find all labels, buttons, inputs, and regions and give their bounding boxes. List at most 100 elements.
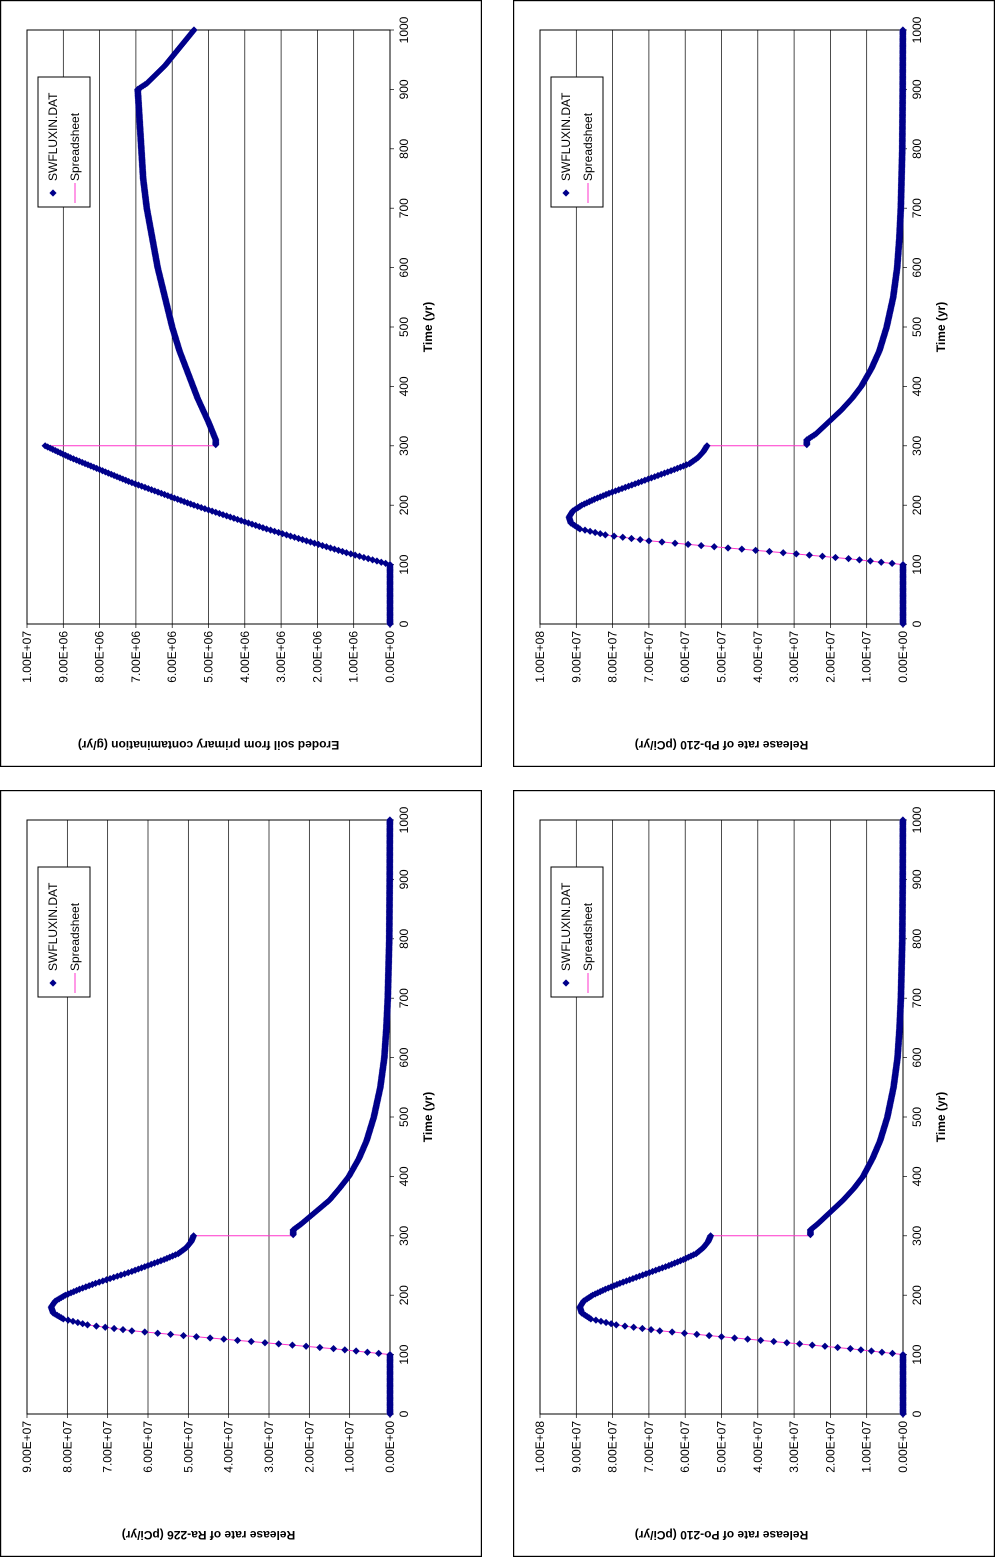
y-tick-label: 2.00E+07 bbox=[823, 1421, 837, 1473]
data-point bbox=[795, 1340, 804, 1348]
data-point bbox=[72, 456, 80, 464]
legend bbox=[37, 866, 91, 998]
y-tick-label: 1.00E+07 bbox=[860, 1421, 874, 1473]
data-point bbox=[578, 501, 586, 509]
legend-label-swfluxin: SWFLUXIN.DAT bbox=[46, 882, 60, 971]
x-tick-label: 600 bbox=[397, 1047, 411, 1067]
x-tick-label: 400 bbox=[910, 376, 924, 396]
chart-panel: 0.00E+00 1.00E+06 2.00E+06 3.00E+06 4.00E+06… bbox=[0, 0, 482, 767]
data-point bbox=[166, 1330, 175, 1339]
x-axis-title: Time (yr) bbox=[421, 302, 435, 352]
data-point bbox=[288, 1341, 296, 1349]
legend-label-swfluxin: SWFLUXIN.DAT bbox=[559, 882, 573, 971]
y-tick-label: 0.00E+00 bbox=[383, 1421, 397, 1473]
y-tick-label: 8.00E+06 bbox=[93, 631, 107, 683]
data-point bbox=[104, 469, 112, 477]
data-point bbox=[137, 1264, 146, 1272]
data-point bbox=[888, 1349, 897, 1358]
x-tick-label: 800 bbox=[397, 138, 411, 158]
y-axis-title: Release rate of Po-210 (pCi/yr) bbox=[635, 1528, 808, 1542]
data-point bbox=[119, 475, 127, 483]
y-tick-label: 9.00E+07 bbox=[569, 1421, 583, 1473]
y-tick-label: 1.00E+08 bbox=[533, 631, 547, 683]
data-point bbox=[74, 1318, 82, 1327]
data-point bbox=[75, 1285, 84, 1293]
y-tick-label: 5.00E+07 bbox=[181, 1421, 195, 1473]
x-tick-label: 500 bbox=[910, 1107, 924, 1127]
data-point bbox=[668, 1260, 676, 1268]
data-point bbox=[79, 1284, 87, 1292]
y-tick-label: 6.00E+06 bbox=[165, 631, 179, 683]
data-point bbox=[608, 488, 616, 496]
data-point bbox=[154, 1329, 162, 1337]
x-tick-label: 0 bbox=[910, 1410, 924, 1417]
data-point bbox=[190, 501, 198, 509]
data-point bbox=[298, 536, 307, 544]
y-tick-label: 4.00E+06 bbox=[238, 631, 252, 683]
data-point bbox=[622, 1277, 630, 1285]
y-tick-label: 1.00E+06 bbox=[347, 631, 361, 683]
series-markers-swfluxin bbox=[576, 816, 907, 1418]
data-point bbox=[642, 1270, 650, 1278]
data-point bbox=[174, 495, 182, 503]
data-point bbox=[107, 470, 115, 478]
data-point bbox=[783, 1339, 791, 1347]
x-tick-label: 600 bbox=[910, 1047, 924, 1067]
data-point bbox=[647, 474, 656, 482]
data-point bbox=[170, 494, 178, 502]
data-point bbox=[610, 1282, 618, 1290]
data-point bbox=[61, 1291, 69, 1299]
x-tick-label: 900 bbox=[397, 79, 411, 99]
y-tick-label: 7.00E+07 bbox=[101, 1421, 115, 1473]
data-point bbox=[644, 475, 652, 483]
data-point bbox=[652, 1266, 660, 1274]
y-tick-label: 2.00E+07 bbox=[823, 631, 837, 683]
legend-label-spreadsheet: Spreadsheet bbox=[68, 902, 82, 971]
data-point bbox=[329, 1345, 338, 1353]
y-tick-label: 8.00E+07 bbox=[60, 1421, 74, 1473]
data-point bbox=[84, 461, 92, 469]
data-point bbox=[44, 443, 52, 451]
legend-label-swfluxin: SWFLUXIN.DAT bbox=[559, 92, 573, 181]
data-point bbox=[591, 1290, 599, 1298]
data-point bbox=[857, 1346, 865, 1354]
data-point bbox=[67, 1289, 75, 1297]
x-tick-label: 700 bbox=[397, 988, 411, 1008]
data-point bbox=[163, 1254, 171, 1262]
x-tick-label: 400 bbox=[397, 1166, 411, 1186]
data-point bbox=[87, 462, 95, 470]
data-point bbox=[673, 464, 681, 472]
data-point bbox=[808, 1341, 816, 1349]
data-point bbox=[316, 1343, 324, 1352]
data-point bbox=[69, 1317, 77, 1325]
data-point bbox=[116, 474, 124, 482]
data-point bbox=[611, 487, 620, 495]
data-point bbox=[302, 1342, 310, 1350]
data-point bbox=[601, 1285, 609, 1293]
data-point bbox=[717, 1333, 726, 1341]
data-point bbox=[56, 449, 64, 457]
data-point bbox=[310, 539, 319, 547]
legend-marker-swfluxin bbox=[49, 979, 57, 987]
x-tick-label: 900 bbox=[910, 79, 924, 99]
data-point bbox=[658, 1264, 666, 1272]
x-tick-label: 800 bbox=[910, 138, 924, 158]
x-tick-label: 800 bbox=[397, 928, 411, 948]
y-tick-label: 3.00E+07 bbox=[787, 631, 801, 683]
data-point bbox=[154, 1258, 162, 1266]
x-tick-label: 200 bbox=[397, 495, 411, 515]
data-point bbox=[122, 476, 130, 484]
y-tick-label: 4.00E+07 bbox=[751, 631, 765, 683]
x-tick-label: 300 bbox=[910, 435, 924, 455]
data-point bbox=[684, 540, 692, 549]
data-point bbox=[888, 559, 896, 568]
data-point bbox=[102, 1276, 111, 1284]
y-tick-label: 6.00E+07 bbox=[141, 1421, 155, 1473]
y-tick-label: 5.00E+07 bbox=[715, 631, 729, 683]
data-point bbox=[150, 1259, 159, 1267]
x-tick-label: 1000 bbox=[397, 16, 411, 43]
data-point bbox=[187, 500, 195, 508]
x-tick-label: 200 bbox=[910, 495, 924, 515]
x-tick-label: 0 bbox=[397, 1410, 411, 1417]
data-point bbox=[382, 559, 390, 568]
